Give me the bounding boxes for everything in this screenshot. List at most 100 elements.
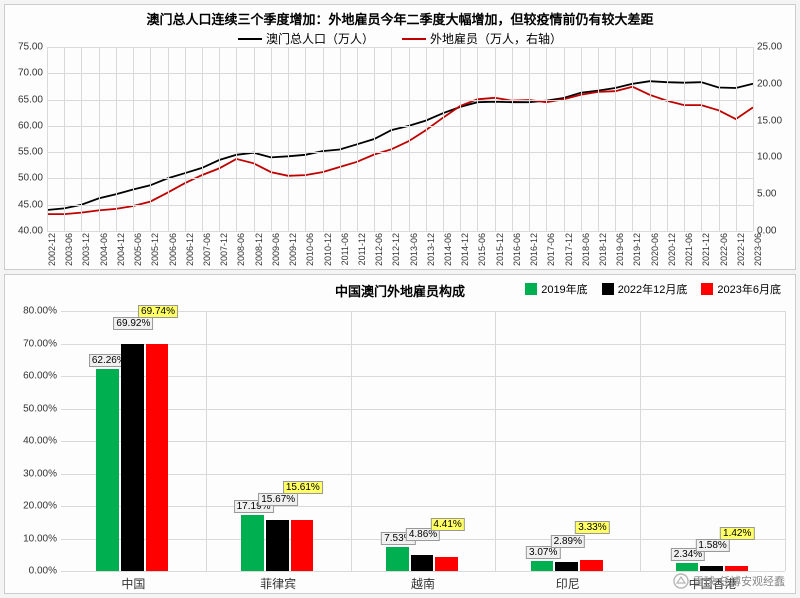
ytick-right: 5.00 <box>757 189 776 200</box>
bar-value-label: 69.92% <box>113 317 153 330</box>
watermark-text-b: 任博安观经蠢 <box>719 573 785 589</box>
bar <box>241 515 264 571</box>
xtick: 2020-06 <box>650 233 660 266</box>
xtick: 2021-06 <box>684 233 694 266</box>
xtick: 2015-12 <box>495 233 505 266</box>
bot-y-axis: 0.00%10.00%20.00%30.00%40.00%50.00%60.00… <box>5 311 59 571</box>
ytick-left: 75.00 <box>18 42 43 53</box>
xtick: 2008-12 <box>254 233 264 266</box>
xtick: 2003-12 <box>81 233 91 266</box>
series-line <box>47 87 753 214</box>
watermark: 雪球 任博安观经蠢 <box>673 573 785 589</box>
top-plot-area <box>47 47 753 231</box>
xtick: 2012-12 <box>391 233 401 266</box>
ytick-left: 50.00 <box>18 173 43 184</box>
xtick: 2023-06 <box>753 233 763 266</box>
ytick: 40.00% <box>23 436 57 447</box>
ytick-left: 55.00 <box>18 147 43 158</box>
legend-label: 2023年6月底 <box>717 281 781 297</box>
legend-swatch <box>238 38 262 40</box>
bar <box>531 561 554 571</box>
ytick: 50.00% <box>23 403 57 414</box>
ytick-left: 45.00 <box>18 199 43 210</box>
top-chart-title: 澳门总人口连续三个季度增加：外地雇员今年二季度大幅增加，但较疫情前仍有较大差距 <box>5 5 795 28</box>
xtick: 2002-12 <box>47 233 57 266</box>
xtick: 2011-12 <box>357 233 367 265</box>
top-chart-legend: 澳门总人口（万人） 外地雇员（万人，右轴） <box>5 28 795 47</box>
xtick: 2006-06 <box>168 233 178 266</box>
ytick: 30.00% <box>23 468 57 479</box>
legend-item-2023: 2023年6月底 <box>701 281 781 297</box>
legend-label: 外地雇员（万人，右轴） <box>430 30 562 47</box>
xtick: 2005-06 <box>133 233 143 266</box>
legend-label: 2019年底 <box>541 281 587 297</box>
xtick: 2018-06 <box>581 233 591 266</box>
bar <box>291 520 314 571</box>
xtick: 2003-06 <box>64 233 74 266</box>
legend-label: 澳门总人口（万人） <box>266 30 374 47</box>
ytick-left: 65.00 <box>18 94 43 105</box>
ytick-right: 10.00 <box>757 152 782 163</box>
ytick: 0.00% <box>29 566 57 577</box>
bar <box>411 555 434 571</box>
ytick: 80.00% <box>23 306 57 317</box>
xtick: 2022-06 <box>719 233 729 266</box>
top-y-axis-right: 0.005.0010.0015.0020.0025.00 <box>755 47 795 231</box>
xtick: 2004-12 <box>116 233 126 266</box>
category-label: 越南 <box>411 575 435 592</box>
xtick: 2012-06 <box>374 233 384 266</box>
bar-value-label: 4.41% <box>430 518 464 531</box>
xtick: 2006-12 <box>185 233 195 266</box>
composition-bar-chart: 中国澳门外地雇员构成 2019年底 2022年12月底 2023年6月底 62.… <box>4 274 796 594</box>
xtick: 2017-12 <box>564 233 574 266</box>
bar <box>146 344 169 571</box>
xtick: 2013-12 <box>426 233 436 266</box>
legend-swatch <box>525 283 537 295</box>
ytick: 60.00% <box>23 371 57 382</box>
ytick-right: 15.00 <box>757 115 782 126</box>
bot-plot-area: 62.26%69.92%69.74%17.19%15.67%15.61%7.53… <box>61 311 785 571</box>
xtick: 2008-06 <box>236 233 246 266</box>
ytick: 20.00% <box>23 501 57 512</box>
legend-item-2022: 2022年12月底 <box>602 281 688 297</box>
xtick: 2019-06 <box>615 233 625 266</box>
legend-label: 2022年12月底 <box>618 281 688 297</box>
xtick: 2009-12 <box>288 233 298 266</box>
xtick: 2016-06 <box>512 233 522 266</box>
xtick: 2007-06 <box>202 233 212 266</box>
ytick-right: 20.00 <box>757 78 782 89</box>
bar <box>386 547 409 571</box>
xtick: 2004-06 <box>99 233 109 266</box>
bar <box>96 369 119 571</box>
bot-chart-legend: 2019年底 2022年12月底 2023年6月底 <box>525 281 781 297</box>
bar <box>676 563 699 571</box>
top-y-axis-left: 40.0045.0050.0055.0060.0065.0070.0075.00 <box>5 47 45 231</box>
xtick: 2005-12 <box>150 233 160 266</box>
category-label: 中国 <box>121 575 145 592</box>
bar <box>435 557 458 571</box>
xtick: 2022-12 <box>736 233 746 266</box>
xtick: 2016-12 <box>529 233 539 266</box>
bar-value-label: 69.74% <box>138 305 178 318</box>
top-x-axis: 2002-12 2003-06 2003-12 2004-06 2004-12 2005-… <box>47 231 753 269</box>
xtick: 2015-06 <box>477 233 487 266</box>
bar <box>266 520 289 571</box>
top-lines-svg <box>47 47 753 231</box>
ytick-right: 25.00 <box>757 42 782 53</box>
watermark-text-a: 雪球 <box>693 573 715 589</box>
xtick: 2020-12 <box>667 233 677 266</box>
bar-value-label: 15.67% <box>258 493 298 506</box>
legend-swatch <box>701 283 713 295</box>
bar-value-label: 15.61% <box>283 481 323 494</box>
bar-value-label: 3.07% <box>526 546 560 559</box>
xtick: 2014-06 <box>443 233 453 266</box>
xtick: 2009-06 <box>271 233 281 266</box>
xtick: 2011-06 <box>340 233 350 265</box>
legend-swatch <box>402 38 426 40</box>
ytick: 70.00% <box>23 338 57 349</box>
xtick: 2010-12 <box>323 233 333 266</box>
bar-value-label: 2.89% <box>551 535 585 548</box>
bar-value-label: 3.33% <box>575 521 609 534</box>
xtick: 2017-06 <box>546 233 556 266</box>
xtick: 2013-06 <box>409 233 419 266</box>
